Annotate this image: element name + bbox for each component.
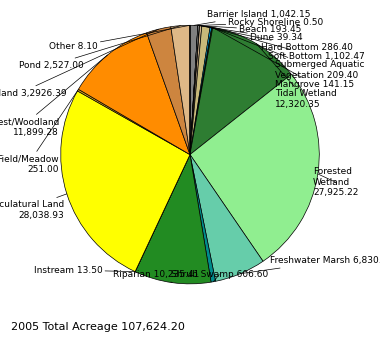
Wedge shape <box>190 26 198 155</box>
Text: Shrub Swamp 606.60: Shrub Swamp 606.60 <box>171 270 268 282</box>
Text: Hard Bottom 286.40: Hard Bottom 286.40 <box>201 26 353 52</box>
Wedge shape <box>135 155 190 272</box>
Text: Beach 193.45: Beach 193.45 <box>199 25 302 35</box>
Text: Field/Meadow
251.00: Field/Meadow 251.00 <box>0 90 78 173</box>
Text: Forest/Woodland
11,899.28: Forest/Woodland 11,899.28 <box>0 55 108 136</box>
Wedge shape <box>190 26 200 155</box>
Wedge shape <box>61 91 190 272</box>
Wedge shape <box>190 26 200 155</box>
Text: Grassland 3,2926.39: Grassland 3,2926.39 <box>0 29 158 97</box>
Wedge shape <box>135 155 211 284</box>
Text: Dune 39.34: Dune 39.34 <box>200 26 302 42</box>
Text: Riparian 10,235.41: Riparian 10,235.41 <box>113 270 199 282</box>
Wedge shape <box>147 27 190 155</box>
Wedge shape <box>190 27 212 155</box>
Text: Other 8.10: Other 8.10 <box>49 25 190 51</box>
Text: Instream 13.50: Instream 13.50 <box>33 265 135 275</box>
Text: Soft Bottom 1,102.47: Soft Bottom 1,102.47 <box>206 26 365 61</box>
Wedge shape <box>190 155 215 282</box>
Text: Tidal Wetland
12,320.35: Tidal Wetland 12,320.35 <box>256 44 336 109</box>
Text: Freshwater Marsh 6,830.80: Freshwater Marsh 6,830.80 <box>240 256 380 274</box>
Wedge shape <box>190 27 291 155</box>
Wedge shape <box>190 74 319 261</box>
Text: Forested
Wetland
27,925.22: Forested Wetland 27,925.22 <box>313 167 358 197</box>
Text: Mangrove 141.15: Mangrove 141.15 <box>212 27 354 89</box>
Text: Barrier Island 1,042.15: Barrier Island 1,042.15 <box>194 10 310 25</box>
Text: Submerged Aquatic
Vegetation 209.40: Submerged Aquatic Vegetation 209.40 <box>211 27 364 80</box>
Wedge shape <box>190 26 202 155</box>
Wedge shape <box>171 25 190 155</box>
Text: 2005 Total Acreage 107,624.20: 2005 Total Acreage 107,624.20 <box>11 322 185 332</box>
Wedge shape <box>190 155 263 281</box>
Wedge shape <box>190 25 198 155</box>
Text: Agriculatural Land
28,038.93: Agriculatural Land 28,038.93 <box>0 194 67 220</box>
Wedge shape <box>78 33 190 155</box>
Wedge shape <box>78 89 190 155</box>
Text: Rocky Shoreline 0.50: Rocky Shoreline 0.50 <box>198 18 324 27</box>
Text: Pond 2,527.00: Pond 2,527.00 <box>19 26 180 70</box>
Wedge shape <box>190 27 213 155</box>
Wedge shape <box>190 26 210 155</box>
